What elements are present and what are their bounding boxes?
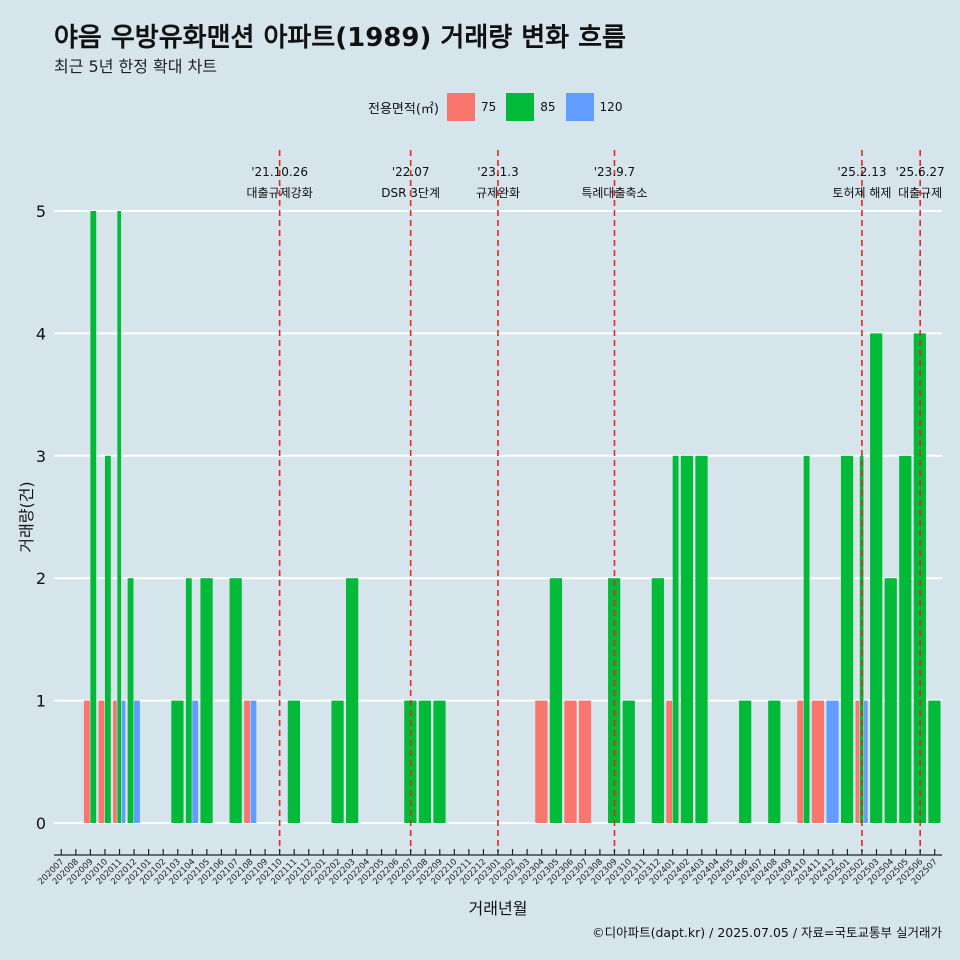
chart-subtitle: 최근 5년 한정 확대 차트 [54,57,218,76]
bar-75-202009 [83,700,90,823]
bar-85-202504 [884,578,897,823]
bar-85-202107 [229,578,242,823]
bar-85-202501 [840,455,854,823]
bar-85-202103 [171,700,184,823]
bar-120-202412 [826,700,839,823]
y-tick-label: 1 [36,692,46,711]
legend-swatch-75 [446,93,475,121]
event-date-label: '25.2.13 [837,165,886,179]
bar-85-202111 [287,700,300,823]
bar-85-202009 [90,211,97,823]
bar-85-202408 [768,700,781,823]
legend-item-85: 85 [506,93,556,121]
y-tick-label: 4 [36,324,46,343]
legend-title: 전용면적(㎡) [368,101,439,117]
event-date-label: '21.10.26 [251,165,308,179]
bar-85-202104 [185,578,192,823]
bar-85-202208 [418,700,432,823]
legend: 전용면적(㎡) 75 85 120 [368,93,632,121]
legend-label-120: 120 [599,100,623,114]
event-date-label: '25.6.27 [896,165,945,179]
event-label: 토허제 해제 [832,186,891,200]
bar-75-202010 [98,700,105,823]
x-axis-title: 거래년월 [469,899,528,918]
event-label: 대출규제 [898,186,942,200]
bar-85-202312 [651,578,664,823]
bar-85-202506 [913,333,926,823]
bar-85-202503 [870,333,883,823]
bar-85-202012 [127,578,134,823]
bar-85-202010 [104,455,111,823]
legend-swatch-85 [506,93,535,121]
bar-75-202411 [811,700,825,823]
legend-label-85: 85 [540,100,556,114]
legend-item-120: 120 [565,93,623,121]
event-date-label: '23.9.7 [594,165,635,179]
bar-85-202507 [928,700,941,823]
bar-120-202012 [134,700,140,823]
bar-85-202502 [859,455,864,823]
bar-85-202305 [549,578,563,823]
bar-75-202108 [244,700,250,823]
event-label: 규제완화 [476,186,520,200]
y-tick-label: 3 [36,447,46,466]
legend-item-75: 75 [446,93,497,121]
event-label: DSR 3단계 [381,186,440,200]
bar-85-202202 [331,700,344,823]
bar-120-202108 [250,700,257,823]
event-label: 대출규제강화 [247,186,313,200]
bar-75-202307 [578,700,592,823]
event-date-label: '22.07 [392,165,430,179]
bar-85-202011 [117,211,122,823]
y-axis-title: 거래량(건) [17,481,36,552]
y-tick-label: 0 [36,814,46,833]
legend-swatch-120 [565,93,594,121]
bar-75-202410 [797,700,804,823]
bar-120-202104 [192,700,199,823]
y-tick-label: 5 [36,202,46,221]
y-tick-label: 2 [36,569,46,588]
bar-85-202410 [803,455,810,823]
event-date-label: '23.1.3 [477,165,518,179]
bar-75-202306 [564,700,577,823]
bar-85-202203 [346,578,359,823]
bar-85-202403 [695,455,708,823]
bar-85-202209 [433,700,446,823]
bar-120-202502 [864,700,868,823]
bar-85-202105 [200,578,213,823]
legend-label-75: 75 [480,100,497,114]
bar-85-202402 [680,455,694,823]
bar-75-202502 [855,700,860,823]
event-label: 특례대출축소 [581,186,647,200]
chart-title: 야음 우방유화맨션 아파트(1989) 거래량 변화 흐름 [54,23,626,53]
bar-75-202011 [113,700,117,823]
bar-85-202310 [622,700,635,823]
bar-85-202406 [739,700,752,823]
bar-120-202011 [121,700,126,823]
source-caption: ©디아파트(dapt.kr) / 2025.07.05 / 자료=국토교통부 실… [592,925,942,940]
bar-75-202401 [666,700,673,823]
bar-85-202401 [672,455,679,823]
bar-85-202505 [899,455,912,823]
bar-75-202304 [535,700,548,823]
